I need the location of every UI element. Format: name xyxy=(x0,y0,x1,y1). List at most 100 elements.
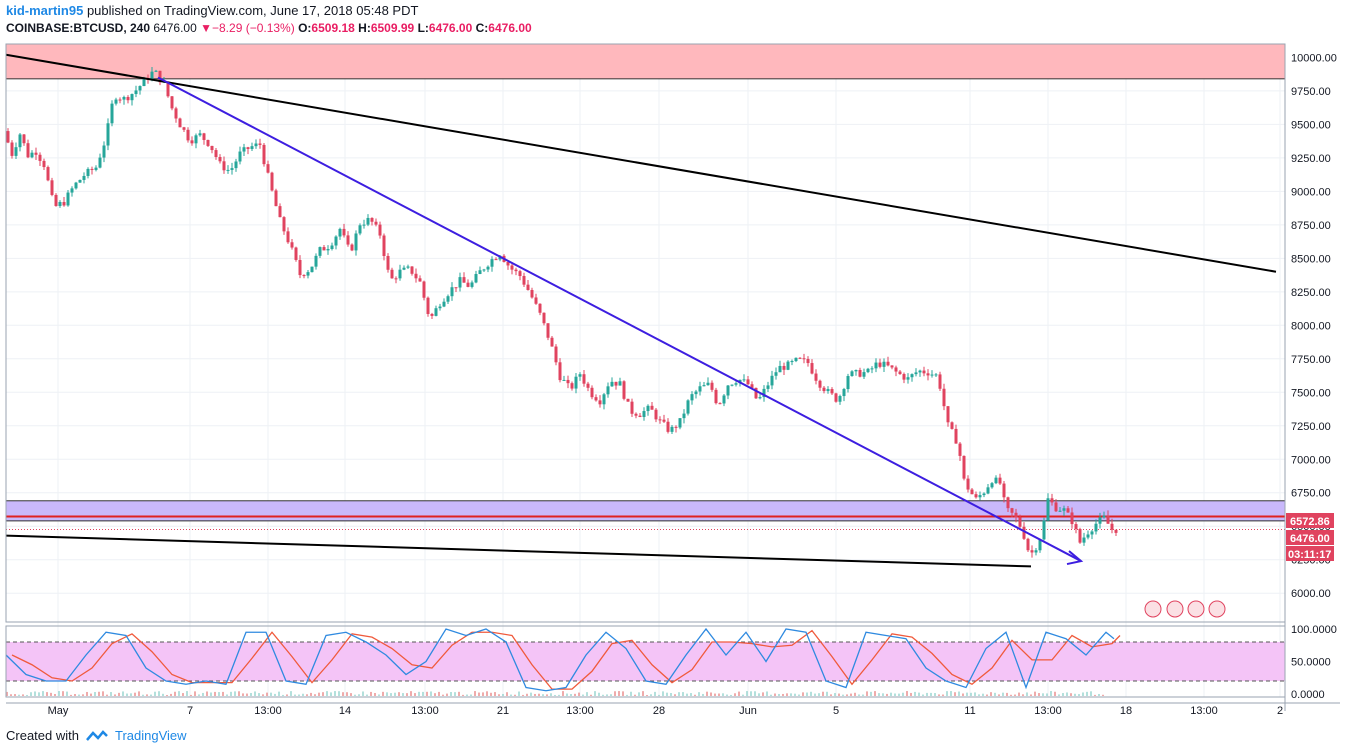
volume-bar xyxy=(114,694,116,696)
volume-bar xyxy=(982,693,984,696)
candle-body xyxy=(1106,515,1110,524)
volume-bar xyxy=(834,693,836,696)
volume-bar xyxy=(386,692,388,696)
volume-bar xyxy=(286,694,288,696)
volume-bar xyxy=(746,691,748,696)
volume-bar xyxy=(454,692,456,696)
last-tag-bg xyxy=(1286,530,1334,545)
candle-body xyxy=(42,160,46,168)
volume-bar xyxy=(798,694,800,696)
volume-bar xyxy=(930,692,932,696)
candle-body xyxy=(1114,529,1118,533)
volume-bar xyxy=(646,694,648,696)
candle-body xyxy=(830,389,834,394)
candle-body xyxy=(362,224,366,226)
event-flag-icon[interactable] xyxy=(1208,600,1226,618)
candle-body xyxy=(634,413,638,416)
candle-body xyxy=(710,382,714,390)
volume-bar xyxy=(166,694,168,696)
candle-body xyxy=(694,391,698,395)
event-flag-icon[interactable] xyxy=(1144,600,1162,618)
candle-body xyxy=(774,372,778,376)
candle-body xyxy=(606,386,610,395)
volume-bar xyxy=(682,692,684,696)
volume-bar xyxy=(594,691,596,696)
volume-bar xyxy=(662,691,664,696)
volume-bar xyxy=(962,693,964,696)
event-flag-icon[interactable] xyxy=(1166,600,1184,618)
candle-body xyxy=(814,373,818,381)
candle-body xyxy=(34,152,38,155)
volume-bar xyxy=(222,691,224,696)
time-tick-label: 7 xyxy=(187,705,193,717)
candle-body xyxy=(974,494,978,498)
event-flag-icon[interactable] xyxy=(1187,600,1205,618)
time-tick-label: 21 xyxy=(497,705,509,717)
author-link[interactable]: kid-martin95 xyxy=(6,3,84,18)
candle-body xyxy=(1074,524,1078,529)
candle-body xyxy=(478,270,482,275)
volume-bar xyxy=(886,693,888,696)
candle-body xyxy=(810,363,814,374)
candle-body xyxy=(778,365,782,373)
volume-bar xyxy=(658,694,660,696)
candle-body xyxy=(366,217,370,225)
volume-bar xyxy=(146,694,148,696)
volume-bar xyxy=(142,694,144,696)
price-tick-label: 7250.00 xyxy=(1291,421,1331,433)
candle-body xyxy=(330,245,334,249)
axes: 6000.006250.006500.006750.007000.007250.… xyxy=(5,43,1340,717)
candle-body xyxy=(870,368,874,370)
volume-bar xyxy=(434,693,436,696)
candle-body xyxy=(434,308,438,316)
volume-bar xyxy=(462,694,464,696)
candle-body xyxy=(74,182,78,189)
candle-body xyxy=(410,266,414,274)
candle-body xyxy=(890,365,894,368)
volume-bar xyxy=(1070,693,1072,696)
candle-body xyxy=(1014,512,1018,518)
candle-body xyxy=(1054,502,1058,512)
candle-body xyxy=(298,259,302,276)
volume-bar xyxy=(14,694,16,696)
candle-body xyxy=(486,266,490,270)
volume-bar xyxy=(638,692,640,696)
ohlc-legend: COINBASE:BTCUSD, 240 6476.00 ▼−8.29 (−0.… xyxy=(6,21,532,35)
volume-bar xyxy=(258,693,260,696)
volume-bar xyxy=(946,691,948,696)
candle-body xyxy=(82,175,86,180)
candle-body xyxy=(106,123,110,146)
zone-resistance xyxy=(5,43,1286,80)
candle-body xyxy=(334,236,338,246)
volume-bar xyxy=(694,694,696,696)
volume-bar xyxy=(830,694,832,696)
last-tag: 6476.00 xyxy=(1290,533,1330,545)
volume-bar xyxy=(194,691,196,696)
candle-body xyxy=(78,179,82,183)
trendline-upper-descending xyxy=(5,53,1277,273)
volume-bar xyxy=(246,693,248,696)
candle-body xyxy=(650,405,654,410)
tradingview-link[interactable]: TradingView xyxy=(114,728,187,743)
candle-body xyxy=(706,382,710,386)
candle-body xyxy=(6,131,10,143)
candle-body xyxy=(982,493,986,496)
volume-bar xyxy=(534,693,536,696)
volume-bar xyxy=(1086,691,1088,696)
candle-body xyxy=(866,368,870,373)
candle-body xyxy=(802,358,806,360)
volume-bar xyxy=(1018,692,1020,696)
candle-body xyxy=(858,369,862,377)
volume-bar xyxy=(494,692,496,696)
volume-bar xyxy=(510,694,512,696)
volume-bar xyxy=(346,692,348,696)
candle-body xyxy=(286,231,290,243)
event-flags[interactable] xyxy=(1144,600,1226,618)
candle-body xyxy=(550,337,554,347)
candle-body xyxy=(38,154,42,161)
volume-bar xyxy=(38,692,40,696)
candle-body xyxy=(458,277,462,288)
candle-body xyxy=(734,383,738,385)
candle-body xyxy=(906,377,910,380)
